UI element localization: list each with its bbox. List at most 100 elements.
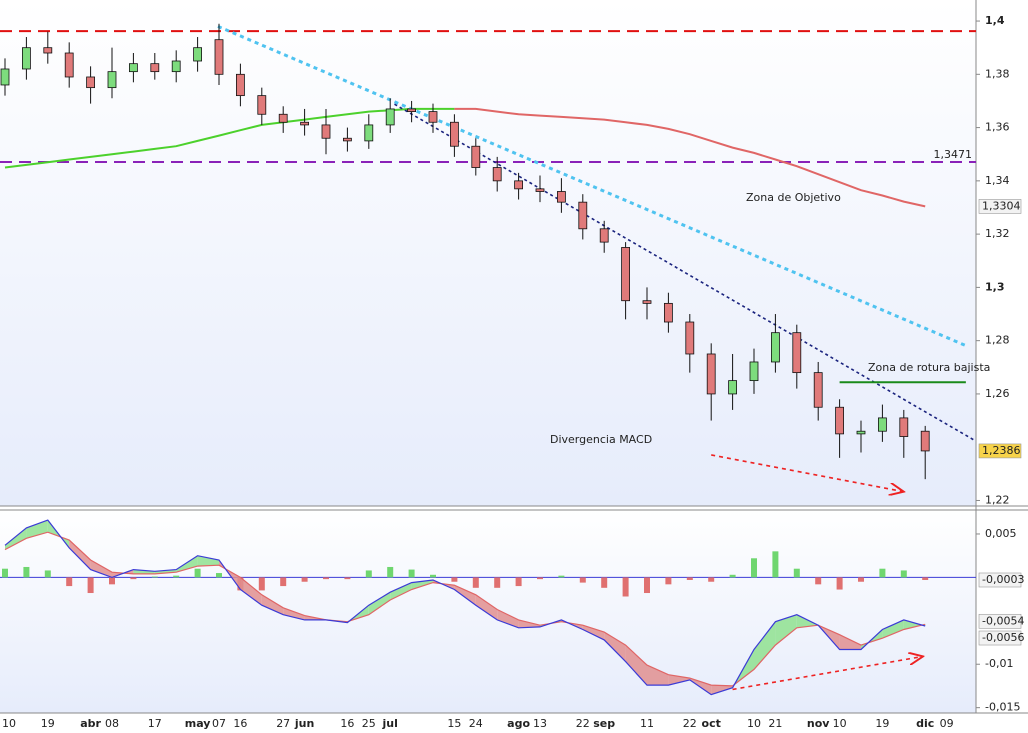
macd-fill xyxy=(454,585,476,606)
y-tick-label: -0,015 xyxy=(985,701,1020,714)
macd-fill xyxy=(5,527,27,550)
candle-body xyxy=(706,353,716,395)
histogram-bar xyxy=(130,577,137,580)
histogram-bar xyxy=(665,577,672,585)
candle-body xyxy=(664,302,673,323)
x-tick-label: 16 xyxy=(340,717,354,730)
histogram-bar xyxy=(44,570,51,578)
trendline xyxy=(394,103,975,441)
price-panel xyxy=(0,0,976,506)
candle-body xyxy=(43,47,53,54)
y-tick-label: 1,4 xyxy=(985,14,1005,27)
macd-fill xyxy=(903,619,926,630)
histogram-bar xyxy=(87,577,94,594)
candle-body xyxy=(514,180,523,190)
y-tick-label: 1,22 xyxy=(985,493,1010,506)
macd-fill xyxy=(197,555,219,567)
histogram-bar xyxy=(729,574,736,578)
macd-fill xyxy=(582,625,605,640)
candle-body xyxy=(257,95,267,115)
candle-body xyxy=(621,247,630,302)
macd-fill xyxy=(261,594,284,615)
x-tick-label: ago xyxy=(507,717,530,730)
candle-body xyxy=(107,71,117,89)
candle-body xyxy=(599,228,609,243)
y-tick-label: 1,26 xyxy=(985,387,1010,400)
y-tick-label: -0,01 xyxy=(985,657,1013,670)
candle-body xyxy=(128,63,138,73)
candle-body xyxy=(364,124,374,142)
candle-body xyxy=(21,47,31,70)
candle-body xyxy=(321,124,331,139)
candle-body xyxy=(492,167,502,182)
x-tick-label: 11 xyxy=(640,717,654,730)
x-tick-label: 25 xyxy=(362,717,376,730)
histogram-bar xyxy=(537,577,543,580)
histogram-bar xyxy=(879,568,886,578)
y-tick-label: 1,32 xyxy=(985,227,1010,240)
macd-fill xyxy=(69,540,91,570)
x-tick-label: jun xyxy=(294,717,314,730)
value-badge-label: 1,2386 xyxy=(982,444,1021,457)
macd-fill xyxy=(283,607,305,620)
histogram-bar xyxy=(900,570,907,578)
histogram-bar xyxy=(216,573,222,578)
x-tick-label: 10 xyxy=(833,717,847,730)
candle-body xyxy=(557,191,566,203)
candle-body xyxy=(150,63,160,73)
value-badge xyxy=(978,199,1022,214)
macd-fill xyxy=(775,614,797,646)
histogram-bar xyxy=(280,577,287,587)
macd-fill xyxy=(240,577,262,606)
value-badge xyxy=(978,630,1022,646)
candle-body xyxy=(385,108,395,126)
candle-body xyxy=(771,332,780,363)
value-badge xyxy=(978,572,1022,588)
y-tick-label: 0,005 xyxy=(985,527,1017,540)
macd-fill xyxy=(90,560,112,578)
x-tick-label: abr xyxy=(80,717,101,730)
histogram-bar xyxy=(686,577,693,580)
moving-average xyxy=(4,107,455,169)
x-tick-label: 22 xyxy=(576,717,590,730)
histogram-bar xyxy=(558,575,565,578)
histogram-bar xyxy=(430,574,436,578)
x-tick-label: 07 xyxy=(212,717,226,730)
candle-body xyxy=(449,121,459,147)
macd-fill xyxy=(26,520,48,539)
candle-body xyxy=(813,372,823,408)
x-tick-label: oct xyxy=(702,717,721,730)
macd-fill xyxy=(475,594,498,620)
x-tick-label: 19 xyxy=(41,717,55,730)
x-tick-label: 22 xyxy=(683,717,697,730)
x-tick-label: nov xyxy=(807,717,830,730)
annotation: Divergencia MACD xyxy=(550,433,652,446)
candle-body xyxy=(835,406,844,435)
candle-body xyxy=(428,111,438,123)
candle-body xyxy=(728,380,737,395)
macd-fill xyxy=(882,619,904,639)
y-tick-label: 1,3 xyxy=(985,280,1005,293)
value-badge xyxy=(978,443,1022,459)
histogram-bar xyxy=(772,551,779,578)
histogram-bar xyxy=(708,577,715,582)
candle-body xyxy=(214,39,224,75)
x-tick-label: 10 xyxy=(747,717,761,730)
trendline xyxy=(732,656,923,691)
x-tick-label: 13 xyxy=(533,717,547,730)
candle-body xyxy=(342,137,352,142)
macd-fill xyxy=(497,609,519,628)
histogram-bar xyxy=(644,577,650,594)
value-badge xyxy=(978,613,1022,629)
macd-fill xyxy=(133,569,155,574)
candle-body xyxy=(856,430,866,435)
macd-fill xyxy=(625,645,647,686)
histogram-bar xyxy=(858,577,864,582)
histogram-bar xyxy=(173,575,180,578)
candle-body xyxy=(878,417,887,432)
candle-body xyxy=(86,76,95,89)
candle-body xyxy=(792,332,802,374)
value-badge-label: -0,0003 xyxy=(982,573,1024,586)
y-tick-label: 1,36 xyxy=(985,121,1010,134)
candle-body xyxy=(278,113,288,123)
